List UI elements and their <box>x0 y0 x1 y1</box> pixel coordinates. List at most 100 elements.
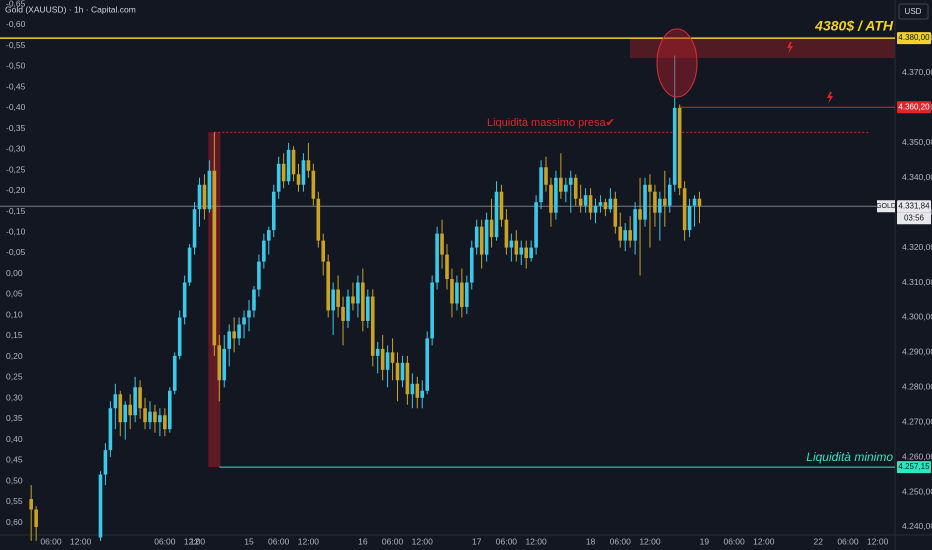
candle-body <box>177 317 182 356</box>
candle-body <box>554 177 558 213</box>
annotation: Liquidità massimo presa✔ <box>487 117 615 129</box>
candle-body <box>266 230 271 241</box>
candle-body <box>321 240 326 262</box>
y2-tick-label: -0,60 <box>6 19 26 29</box>
y2-tick-label: 0,00 <box>6 268 23 278</box>
candle-body <box>163 415 167 430</box>
candle-body <box>603 202 608 210</box>
x-tick-label: 17 <box>472 536 482 546</box>
candle-body <box>613 198 618 227</box>
candle-body <box>450 279 454 304</box>
y2-tick-label: -0,55 <box>6 40 26 50</box>
candle-body <box>593 205 598 213</box>
candle-body <box>113 394 118 409</box>
x-tick-label: 06:00 <box>837 536 859 546</box>
candle-body <box>326 261 330 311</box>
candle-body <box>29 499 33 510</box>
currency: USD <box>905 7 922 16</box>
candle-body <box>316 198 321 241</box>
candle-body <box>628 230 632 241</box>
y2-tick-label: 0,30 <box>6 392 23 402</box>
y-tick-label: 4.280,00 <box>902 382 932 392</box>
y2-tick-label: 0,45 <box>6 455 23 465</box>
candle-body <box>227 331 231 349</box>
candle-body <box>653 191 657 213</box>
y-tick-label: 4.320,00 <box>902 242 932 252</box>
y-tick-label: 4.250,00 <box>902 486 932 496</box>
candle-body <box>435 233 439 283</box>
candle-body <box>123 404 128 423</box>
x-tick-label: 06:00 <box>610 536 632 546</box>
candle-body <box>366 296 370 321</box>
candle-body <box>346 296 350 321</box>
y-tick-label: 4.370,00 <box>902 67 932 77</box>
candle-body <box>415 383 420 398</box>
x-tick-label: 06:00 <box>496 536 518 546</box>
candle-body <box>608 198 613 210</box>
y-tick-label: 4.240,00 <box>902 521 932 531</box>
candle-body <box>474 226 479 248</box>
candle-body <box>445 254 449 280</box>
candle-body <box>341 306 345 321</box>
x-tick-label: 06:00 <box>268 536 290 546</box>
y2-tick-label: -0,20 <box>6 185 26 195</box>
y2-tick-label: 0,25 <box>6 372 23 382</box>
candle-body <box>380 348 385 370</box>
candle-body <box>578 198 583 206</box>
candle-body <box>286 149 291 182</box>
price-tag <box>897 461 931 474</box>
price-tag-label: 4.257,15 <box>898 462 930 471</box>
candle-body <box>697 198 702 207</box>
candle-body <box>143 408 147 423</box>
candle-body <box>568 177 573 185</box>
candle-body <box>465 282 469 307</box>
candle-body <box>618 226 623 241</box>
candle-body <box>306 160 311 171</box>
candle-body <box>247 310 251 318</box>
candle-body <box>133 387 137 416</box>
currency-box <box>898 3 929 20</box>
candle-body <box>351 296 355 304</box>
y2-tick-label: -0,65 <box>6 0 26 8</box>
price-tag <box>897 200 931 213</box>
candle-body <box>128 404 132 416</box>
candle-body <box>648 184 652 192</box>
y2-tick-label: 0,10 <box>6 309 23 319</box>
candle-body <box>167 390 172 430</box>
candle-body <box>410 383 415 395</box>
candle-body <box>232 331 236 339</box>
candle-body <box>544 167 548 185</box>
candle-body <box>564 184 568 192</box>
candle-body <box>296 174 301 185</box>
candle-body <box>331 289 335 311</box>
candle-body <box>311 170 316 199</box>
x-tick-label: 12:00 <box>639 536 661 546</box>
candle-body <box>598 202 603 206</box>
candle-body <box>633 209 637 241</box>
chart-title: Gold (XAUUSD) · 1h · Capital.com <box>5 4 136 14</box>
candle-body <box>677 107 682 189</box>
candle-body <box>583 195 588 206</box>
candle-body <box>375 348 380 356</box>
price-tag <box>897 32 931 45</box>
y2-tick-label: -0,45 <box>6 81 26 91</box>
y2-tick-label: 0,40 <box>6 434 23 444</box>
candle-body <box>682 188 687 231</box>
candle-body <box>460 282 464 307</box>
candle-body <box>494 191 499 238</box>
candle-body <box>524 247 529 259</box>
y-tick-label: 4.290,00 <box>902 347 932 357</box>
candle-body <box>469 247 474 283</box>
lightning-icon <box>827 92 833 104</box>
candle-body <box>643 184 647 220</box>
x-tick-label: 06:00 <box>40 536 62 546</box>
candle-body <box>370 296 375 356</box>
candle-body <box>242 317 246 325</box>
candle-body <box>692 198 697 206</box>
price-tag <box>897 101 931 114</box>
x-tick-label: 12:00 <box>753 536 775 546</box>
candle-body <box>663 198 667 206</box>
y2-tick-label: 0,55 <box>6 496 23 506</box>
candle-body <box>573 177 578 199</box>
